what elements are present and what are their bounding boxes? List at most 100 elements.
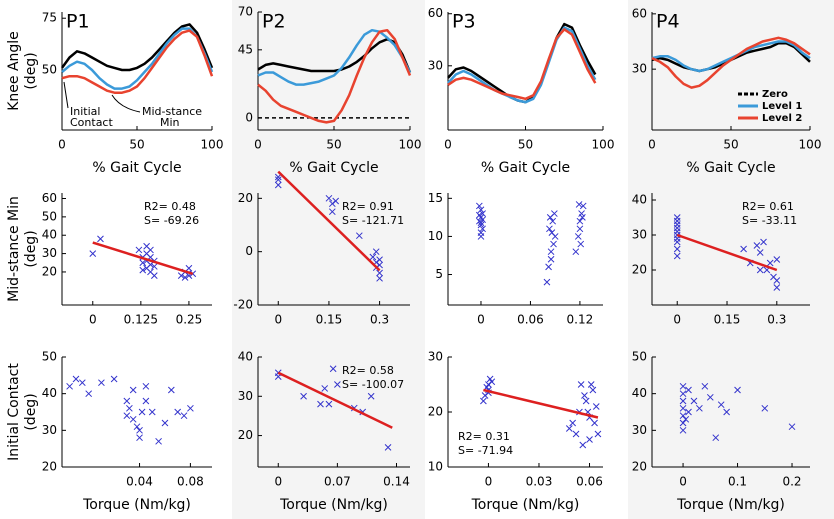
regression-line <box>676 233 778 272</box>
data-point <box>548 229 556 236</box>
data-point <box>569 419 577 427</box>
x-axis-label: % Gait Cycle <box>686 160 775 176</box>
x-tick-label: 100 <box>592 138 615 152</box>
data-point <box>679 419 687 427</box>
data-point <box>329 365 337 373</box>
data-point <box>582 397 590 405</box>
x-tick-label: 0.07 <box>324 475 351 489</box>
data-point <box>133 423 141 431</box>
stats-label: R2= 0.91 <box>342 200 394 213</box>
data-point <box>174 408 182 416</box>
data-point <box>136 434 143 442</box>
x-tick-label: 0 <box>444 138 452 152</box>
data-point <box>477 219 485 227</box>
stats-label: S= -100.07 <box>342 378 404 391</box>
data-point <box>717 401 725 409</box>
data-point <box>549 217 557 225</box>
data-point <box>545 263 552 271</box>
data-point <box>150 272 158 279</box>
x-axis-label: Torque (Nm/kg) <box>676 497 785 513</box>
data-point <box>723 408 730 416</box>
x-axis-label: Torque (Nm/kg) <box>471 497 580 513</box>
annotation: Min <box>160 116 180 129</box>
x-tick-label: 0.14 <box>383 475 410 489</box>
panel-label: P2 <box>262 11 286 33</box>
y-tick-label: 50 <box>42 62 57 76</box>
data-point <box>129 415 137 423</box>
data-point <box>328 200 336 208</box>
legend-label: Level 2 <box>762 113 802 124</box>
data-point <box>679 412 687 420</box>
panel-background <box>628 0 834 519</box>
data-point <box>129 386 137 394</box>
y-tick-label: 70 <box>238 5 253 19</box>
data-point <box>123 412 131 420</box>
data-point <box>325 194 333 202</box>
data-point <box>181 274 189 281</box>
data-point <box>679 390 687 398</box>
legend-label: Level 1 <box>762 101 802 112</box>
data-point <box>475 211 483 219</box>
data-point <box>581 392 588 399</box>
data-point <box>274 181 282 189</box>
data-point <box>161 419 169 427</box>
y-tick-label: 75 <box>42 11 57 25</box>
data-point <box>756 266 764 274</box>
data-point <box>110 375 118 383</box>
y-tick-label: 20 <box>42 264 57 278</box>
y-tick-label: 30 <box>632 423 647 437</box>
y-tick-label: 30 <box>428 58 443 72</box>
knee-angle-line <box>651 36 811 89</box>
knee-angle-line <box>651 40 811 73</box>
panel: 10 20 30 0 0.03 0.06 Torque (Nm/kg) R2= 0.31S= … <box>428 350 603 513</box>
data-point <box>576 225 584 233</box>
data-point <box>300 392 307 400</box>
data-point <box>586 436 593 443</box>
data-point <box>477 206 485 214</box>
stats-label: S= -71.94 <box>458 444 513 457</box>
data-point <box>572 430 580 438</box>
data-point <box>577 381 585 388</box>
x-tick-label: 0.1 <box>728 475 747 489</box>
data-point <box>589 386 597 394</box>
data-point <box>761 404 769 412</box>
data-point <box>89 250 97 257</box>
data-point <box>167 386 175 394</box>
data-point <box>369 253 377 261</box>
data-point <box>679 382 687 390</box>
data-point <box>773 284 781 291</box>
regression-line <box>277 371 393 429</box>
y-tick-label: 40 <box>238 350 253 364</box>
y-tick-label: 30 <box>42 246 57 260</box>
regression-line <box>92 241 194 275</box>
x-tick-label: 0.15 <box>714 313 741 327</box>
y-tick-label: 45 <box>238 42 253 56</box>
data-point <box>594 430 602 438</box>
data-point <box>155 437 162 445</box>
data-point <box>565 425 573 432</box>
data-point <box>574 233 582 240</box>
panel-label: P4 <box>656 11 680 33</box>
y-tick-label: 40 <box>42 386 57 400</box>
data-point <box>575 201 583 208</box>
data-point <box>376 256 383 264</box>
y-tick-label: 40 <box>632 193 647 207</box>
data-point <box>760 238 767 246</box>
x-tick-label: 0 <box>673 313 681 327</box>
panel: 20 30 40 0 0.15 0.3 R2= 0.61S= -33.11 <box>632 193 810 327</box>
y-tick-label: 20 <box>238 428 253 442</box>
knee-angle-line <box>60 23 214 72</box>
knee-angle-line <box>61 27 214 90</box>
data-point <box>126 404 133 412</box>
data-point <box>135 246 143 254</box>
y-axis-label: Mid-stance Min <box>6 196 22 302</box>
data-point <box>367 392 375 400</box>
panel: 50 75 0 50 100 % Gait Cycle Knee Angle (deg) P1 I… <box>6 11 223 177</box>
data-point <box>679 397 687 405</box>
data-point <box>148 408 156 416</box>
knee-angle-line <box>447 28 597 101</box>
x-tick-label: 0 <box>274 475 282 489</box>
data-point <box>479 210 486 217</box>
data-point <box>138 408 146 416</box>
